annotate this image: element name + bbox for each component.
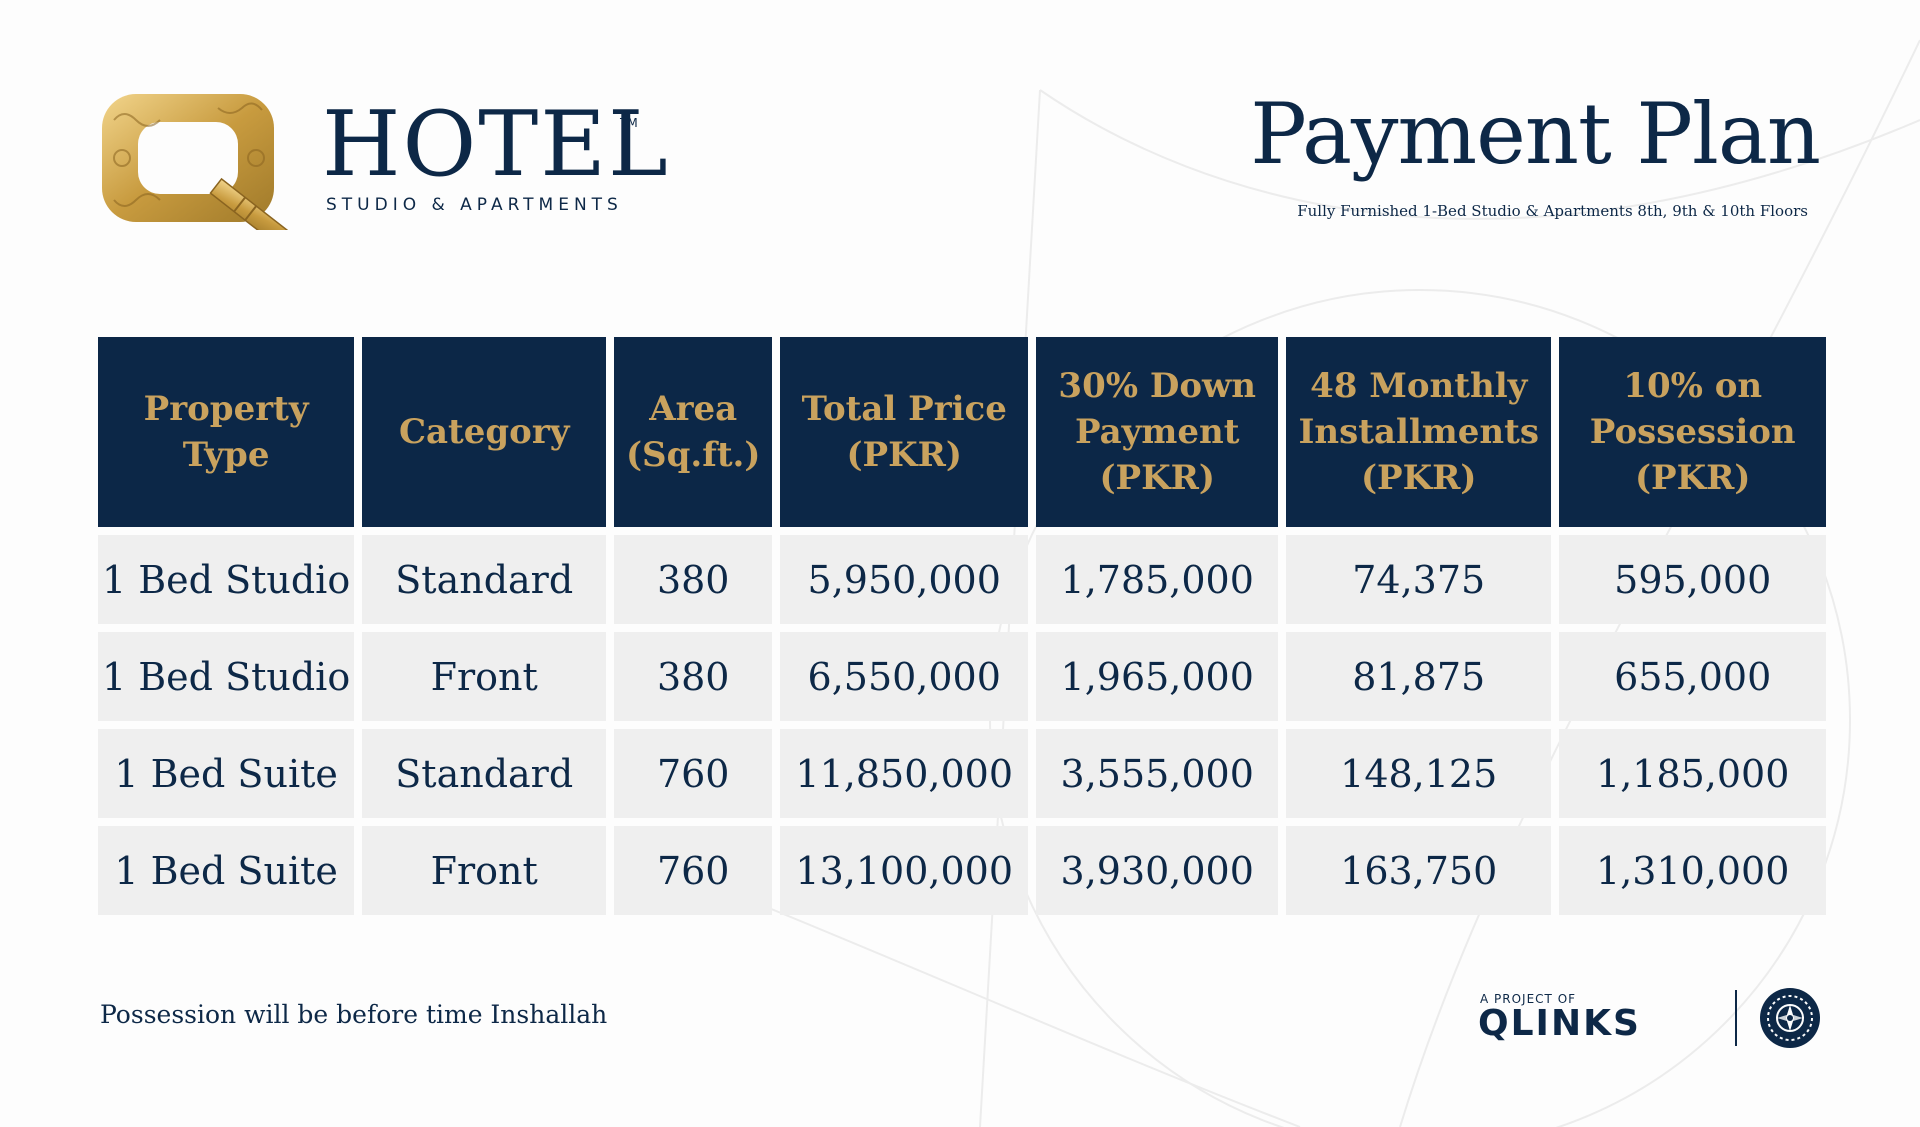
table-row: 1 Bed Studio Standard 380 5,950,000 1,78… <box>98 535 1827 624</box>
cell-monthly-installment: 74,375 <box>1286 535 1552 624</box>
qlinks-logo: QLINKS <box>1478 1003 1641 1044</box>
cell-property-type: 1 Bed Suite <box>98 826 355 915</box>
column-header-property-type: Property Type <box>98 337 355 527</box>
cell-monthly-installment: 81,875 <box>1286 632 1552 721</box>
cell-total-price: 13,100,000 <box>780 826 1029 915</box>
payment-plan-table: Property Type Category Area (Sq.ft.) Total… <box>90 329 1834 923</box>
footer-divider <box>1735 990 1737 1046</box>
cell-property-type: 1 Bed Studio <box>98 632 355 721</box>
cell-area: 380 <box>614 535 773 624</box>
brand-name: HOTEL <box>322 92 670 197</box>
round-seal-icon <box>1760 988 1820 1048</box>
cell-area: 760 <box>614 826 773 915</box>
cell-monthly-installment: 148,125 <box>1286 729 1552 818</box>
table-row: 1 Bed Studio Front 380 6,550,000 1,965,0… <box>98 632 1827 721</box>
project-of-label: A PROJECT OF <box>1480 992 1577 1006</box>
cell-property-type: 1 Bed Studio <box>98 535 355 624</box>
page-subtitle: Fully Furnished 1-Bed Studio & Apartment… <box>1297 202 1808 220</box>
cell-down-payment: 3,555,000 <box>1036 729 1279 818</box>
q-ornament-logo-icon <box>102 94 291 230</box>
cell-on-possession: 1,310,000 <box>1559 826 1827 915</box>
cell-area: 380 <box>614 632 773 721</box>
cell-category: Front <box>362 826 607 915</box>
page-title: Payment Plan <box>1250 85 1821 183</box>
cell-total-price: 6,550,000 <box>780 632 1029 721</box>
column-header-down-payment: 30% Down Payment (PKR) <box>1036 337 1279 527</box>
cell-property-type: 1 Bed Suite <box>98 729 355 818</box>
trademark-symbol: TM <box>620 116 638 130</box>
brand-tagline: STUDIO & APARTMENTS <box>326 195 623 215</box>
cell-total-price: 11,850,000 <box>780 729 1029 818</box>
cell-down-payment: 1,965,000 <box>1036 632 1279 721</box>
cell-on-possession: 595,000 <box>1559 535 1827 624</box>
cell-down-payment: 1,785,000 <box>1036 535 1279 624</box>
column-header-monthly-installments: 48 Monthly Installments (PKR) <box>1286 337 1552 527</box>
table-row: 1 Bed Suite Front 760 13,100,000 3,930,0… <box>98 826 1827 915</box>
column-header-on-possession: 10% on Possession (PKR) <box>1559 337 1827 527</box>
cell-area: 760 <box>614 729 773 818</box>
cell-on-possession: 655,000 <box>1559 632 1827 721</box>
possession-note: Possession will be before time Inshallah <box>100 1000 608 1029</box>
cell-category: Standard <box>362 729 607 818</box>
cell-on-possession: 1,185,000 <box>1559 729 1827 818</box>
cell-total-price: 5,950,000 <box>780 535 1029 624</box>
column-header-total-price: Total Price (PKR) <box>780 337 1029 527</box>
table-row: 1 Bed Suite Standard 760 11,850,000 3,55… <box>98 729 1827 818</box>
cell-category: Standard <box>362 535 607 624</box>
cell-down-payment: 3,930,000 <box>1036 826 1279 915</box>
column-header-area: Area (Sq.ft.) <box>614 337 773 527</box>
cell-monthly-installment: 163,750 <box>1286 826 1552 915</box>
cell-category: Front <box>362 632 607 721</box>
table-header-row: Property Type Category Area (Sq.ft.) Total… <box>98 337 1827 527</box>
column-header-category: Category <box>362 337 607 527</box>
